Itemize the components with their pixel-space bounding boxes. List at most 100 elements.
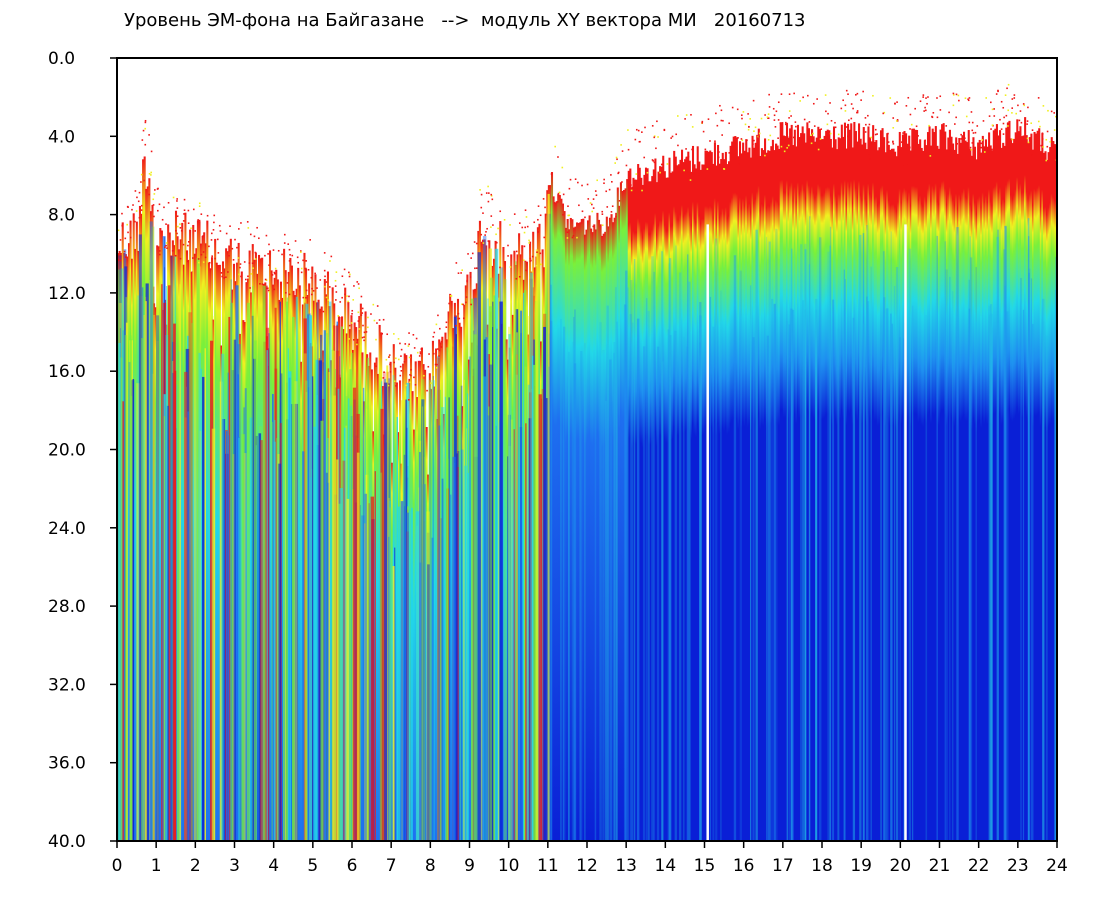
heatmap-speckle	[231, 247, 234, 250]
heatmap-speckle	[653, 135, 656, 137]
heatmap-speckle	[449, 295, 452, 297]
heatmap-speckle	[283, 233, 286, 236]
heatmap-column	[594, 229, 597, 841]
heatmap-streak	[323, 330, 326, 841]
heatmap-streak	[468, 356, 472, 841]
heatmap-column	[674, 156, 677, 841]
heatmap-streak	[305, 392, 308, 841]
heatmap-streak	[625, 270, 628, 841]
heatmap-speckle	[657, 136, 659, 138]
heatmap-speckle	[264, 254, 266, 257]
heatmap-streak	[284, 326, 287, 841]
heatmap-speckle	[928, 124, 930, 127]
heatmap-speckle	[480, 193, 483, 196]
heatmap-speckle	[661, 166, 663, 169]
x-tick-label: 5	[307, 856, 318, 876]
heatmap-speckle	[1026, 120, 1029, 122]
heatmap-column	[945, 149, 948, 841]
heatmap-speckle	[970, 111, 973, 113]
heatmap-speckle	[400, 348, 403, 351]
heatmap-speckle	[1027, 141, 1030, 144]
heatmap-speckle	[480, 233, 483, 236]
heatmap-streak	[320, 420, 324, 841]
heatmap-speckle	[775, 110, 778, 113]
heatmap-column	[1024, 117, 1027, 841]
heatmap-speckle	[258, 237, 260, 240]
heatmap-speckle	[376, 305, 379, 307]
heatmap-speckle	[755, 157, 758, 159]
heatmap-speckle	[296, 256, 299, 259]
heatmap-speckle	[426, 389, 428, 392]
heatmap-streak	[573, 316, 575, 841]
heatmap-column	[361, 352, 364, 841]
heatmap-speckle	[363, 339, 365, 342]
heatmap-speckle	[136, 196, 138, 199]
heatmap-column	[619, 182, 622, 841]
heatmap-speckle	[717, 156, 720, 159]
heatmap-column	[966, 142, 969, 841]
heatmap-speckle	[440, 346, 443, 348]
heatmap-speckle	[503, 219, 506, 221]
heatmap-column	[159, 228, 162, 841]
heatmap-streak	[668, 258, 672, 841]
heatmap-streak	[283, 393, 285, 841]
heatmap-streak	[294, 381, 298, 841]
heatmap-streak	[213, 315, 215, 841]
heatmap-speckle	[648, 181, 650, 183]
heatmap-streak	[397, 506, 401, 841]
heatmap-speckle	[243, 261, 246, 263]
heatmap-speckle	[144, 121, 147, 124]
heatmap-speckle	[409, 381, 411, 384]
heatmap-speckle	[952, 94, 955, 96]
heatmap-column	[1050, 137, 1053, 841]
heatmap-speckle	[329, 260, 331, 262]
heatmap-speckle	[691, 148, 693, 151]
heatmap-column	[1049, 147, 1052, 841]
heatmap-speckle	[265, 279, 268, 282]
heatmap-speckle	[990, 101, 992, 104]
heatmap-column	[1028, 137, 1031, 841]
heatmap-speckle	[1004, 94, 1007, 96]
heatmap-speckle	[413, 347, 416, 349]
heatmap-speckle	[378, 319, 381, 321]
heatmap-speckle	[395, 385, 397, 387]
heatmap-speckle	[152, 204, 155, 206]
heatmap-speckle	[399, 365, 402, 368]
heatmap-speckle	[876, 133, 878, 135]
heatmap-column	[189, 229, 192, 841]
heatmap-column	[127, 243, 131, 841]
heatmap-streak	[230, 302, 233, 841]
heatmap-speckle	[625, 164, 628, 167]
heatmap-speckle	[132, 204, 134, 206]
heatmap-speckle	[138, 191, 141, 194]
heatmap-column	[1047, 152, 1050, 841]
heatmap-speckle	[630, 189, 633, 192]
heatmap-speckle	[706, 168, 709, 170]
heatmap-speckle	[198, 261, 200, 264]
heatmap-column	[1008, 120, 1011, 841]
heatmap-streak	[356, 452, 360, 841]
heatmap-speckle	[316, 287, 318, 289]
heatmap-speckle	[1027, 106, 1029, 109]
heatmap-speckle	[1002, 133, 1005, 135]
heatmap-speckle	[300, 271, 303, 274]
heatmap-column	[801, 126, 804, 841]
heatmap-speckle	[544, 206, 546, 209]
heatmap-speckle	[925, 97, 927, 99]
heatmap-speckle	[663, 129, 666, 132]
heatmap-speckle	[603, 182, 605, 185]
heatmap-speckle	[176, 198, 178, 200]
heatmap-speckle	[982, 120, 985, 122]
heatmap-streak	[562, 326, 566, 841]
heatmap-speckle	[343, 268, 346, 271]
heatmap-column	[878, 147, 881, 841]
heatmap-speckle	[480, 206, 483, 209]
heatmap-speckle	[990, 128, 992, 130]
heatmap-speckle	[152, 198, 155, 201]
heatmap-speckle	[312, 290, 315, 292]
heatmap-speckle	[117, 229, 120, 232]
heatmap-speckle	[325, 296, 328, 299]
heatmap-speckle	[487, 240, 490, 242]
heatmap-speckle	[1035, 142, 1037, 144]
y-axis: 0.04.08.012.016.020.024.028.032.036.040.…	[48, 49, 117, 852]
